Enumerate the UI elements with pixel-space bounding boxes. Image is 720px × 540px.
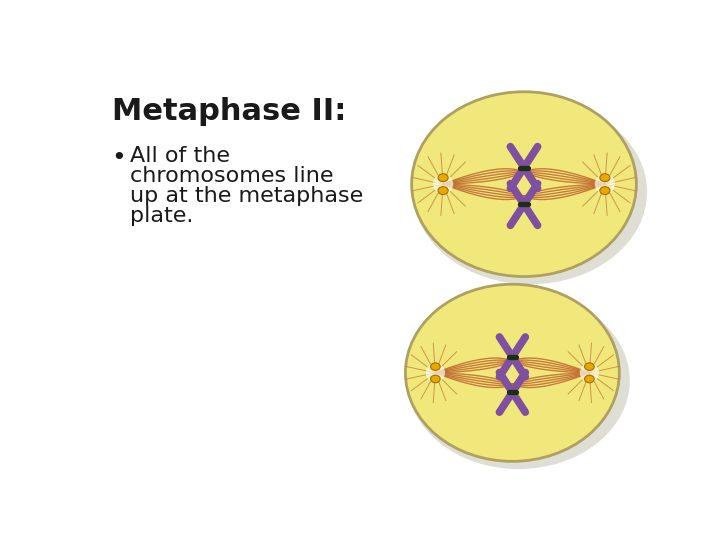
Ellipse shape	[431, 363, 440, 370]
Ellipse shape	[426, 363, 445, 382]
Ellipse shape	[595, 174, 615, 194]
Text: Metaphase II:: Metaphase II:	[112, 97, 346, 126]
Ellipse shape	[408, 292, 630, 469]
Ellipse shape	[600, 187, 610, 194]
Ellipse shape	[585, 375, 594, 383]
Text: •: •	[112, 146, 127, 170]
Ellipse shape	[585, 363, 594, 370]
Ellipse shape	[600, 174, 610, 181]
Ellipse shape	[438, 174, 448, 181]
Text: chromosomes line: chromosomes line	[130, 166, 334, 186]
Text: plate.: plate.	[130, 206, 194, 226]
Ellipse shape	[405, 284, 619, 461]
Text: up at the metaphase: up at the metaphase	[130, 186, 364, 206]
Ellipse shape	[412, 92, 636, 276]
Ellipse shape	[431, 375, 440, 383]
Ellipse shape	[580, 363, 599, 382]
Ellipse shape	[413, 99, 647, 284]
Text: All of the: All of the	[130, 146, 230, 166]
Ellipse shape	[433, 174, 453, 194]
Ellipse shape	[438, 187, 448, 194]
